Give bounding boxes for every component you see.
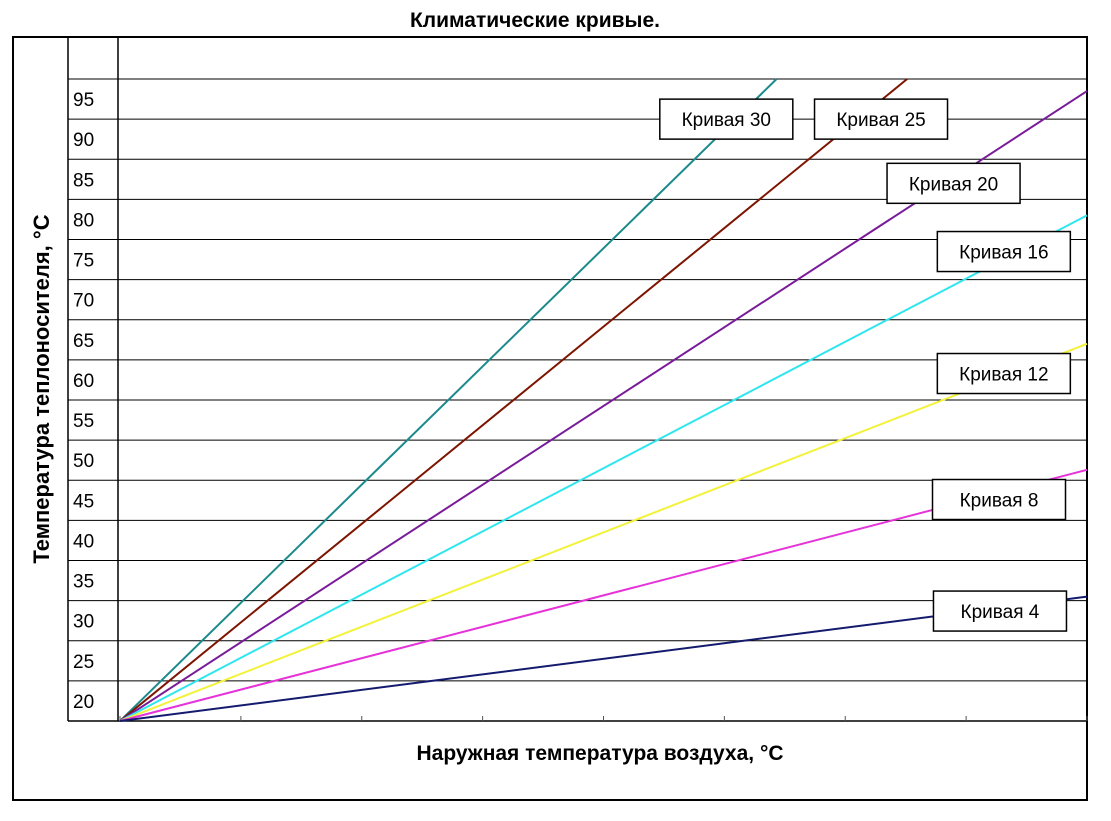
y-tick-label: 35 — [73, 572, 94, 593]
y-tick-label: 75 — [73, 251, 94, 272]
curve-label-box-3 — [936, 230, 1072, 273]
y-tick-label: 25 — [73, 652, 94, 673]
y-tick-label: 40 — [73, 531, 94, 552]
y-tick-label: 55 — [73, 411, 94, 432]
y-tick-label: 85 — [73, 170, 94, 191]
curve-label-box-2 — [886, 162, 1021, 205]
y-tick-label: 20 — [73, 692, 94, 713]
y-tick-label: 90 — [73, 130, 94, 151]
curve-label-6: Кривая 4 — [961, 602, 1040, 623]
series-line-5 — [119, 468, 1088, 722]
curve-label-box-6 — [932, 590, 1068, 632]
series-line-1 — [119, 78, 908, 722]
curve-label-4: Кривая 12 — [959, 365, 1048, 386]
series-line-6 — [119, 595, 1088, 722]
curve-label-box-0 — [659, 98, 794, 140]
y-tick-label: 70 — [73, 291, 94, 312]
y-tick-label: 65 — [73, 331, 94, 352]
curve-label-0: Кривая 30 — [682, 110, 771, 131]
curve-label-box-4 — [936, 352, 1072, 395]
series-line-4 — [119, 342, 1088, 722]
series-line-0 — [119, 78, 778, 722]
curve-label-box-1 — [813, 98, 949, 140]
chart-title: Климатические кривые. — [409, 9, 660, 32]
y-tick-label: 80 — [73, 210, 94, 231]
series-line-3 — [119, 214, 1088, 722]
curve-label-5: Кривая 8 — [960, 491, 1039, 512]
curve-label-box-5 — [931, 478, 1067, 521]
curve-label-1: Кривая 25 — [836, 110, 925, 131]
y-tick-label: 60 — [73, 371, 94, 392]
x-axis-label: Наружная температура воздуха, °С — [416, 742, 784, 765]
curve-label-2: Кривая 20 — [909, 174, 998, 195]
curve-label-3: Кривая 16 — [959, 243, 1048, 264]
y-tick-label: 95 — [73, 90, 94, 111]
y-tick-label: 45 — [73, 491, 94, 512]
y-tick-label: 30 — [73, 612, 94, 633]
y-tick-label: 50 — [73, 451, 94, 472]
